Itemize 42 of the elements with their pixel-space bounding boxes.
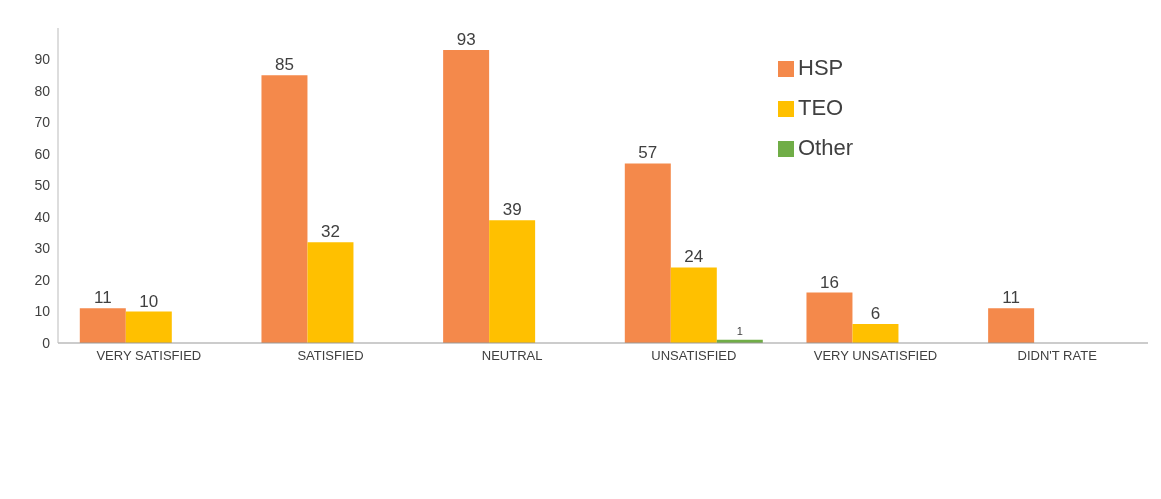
legend-label: Other xyxy=(798,135,854,160)
y-tick-label: 50 xyxy=(34,177,51,194)
data-label: 11 xyxy=(1002,288,1020,308)
x-tick-label: VERY UNSATISFIED xyxy=(813,348,938,364)
y-tick-label: 60 xyxy=(34,145,51,162)
y-tick-label: 90 xyxy=(34,51,51,68)
x-tick-label: NEUTRAL xyxy=(481,348,543,364)
x-tick-label: VERY SATISFIED xyxy=(96,348,202,364)
data-label: 16 xyxy=(820,272,839,292)
bar xyxy=(125,311,172,343)
x-tick-label: SATISFIED xyxy=(297,348,364,364)
data-label: 57 xyxy=(638,143,658,163)
data-label: 1 xyxy=(736,324,743,337)
x-tick-label: DIDN'T RATE xyxy=(1017,348,1098,364)
y-tick-label: 0 xyxy=(42,334,51,351)
data-label: 10 xyxy=(139,291,159,311)
y-tick-label: 30 xyxy=(34,240,51,257)
data-label: 11 xyxy=(93,288,112,308)
bar xyxy=(307,242,354,343)
data-label: 6 xyxy=(870,304,881,324)
y-tick-label: 80 xyxy=(34,82,51,99)
legend-label: HSP xyxy=(798,55,844,80)
bar xyxy=(988,308,1035,343)
y-tick-label: 40 xyxy=(34,208,51,225)
data-label: 32 xyxy=(321,222,340,242)
y-tick-label: 70 xyxy=(34,114,51,131)
bar xyxy=(261,75,308,343)
bar xyxy=(806,292,853,343)
data-label: 85 xyxy=(275,55,294,75)
bar xyxy=(624,163,671,343)
legend-label: TEO xyxy=(798,95,844,120)
data-label: 39 xyxy=(502,200,522,220)
y-tick-label: 10 xyxy=(34,303,51,320)
bar xyxy=(489,220,536,343)
data-label: 93 xyxy=(456,30,476,50)
bar xyxy=(79,308,126,343)
bar xyxy=(670,267,717,343)
bar xyxy=(852,324,899,343)
y-tick-label: 20 xyxy=(34,271,51,288)
x-tick-label: UNSATISFIED xyxy=(651,348,737,364)
data-label: 24 xyxy=(684,247,704,267)
bar xyxy=(443,50,490,343)
